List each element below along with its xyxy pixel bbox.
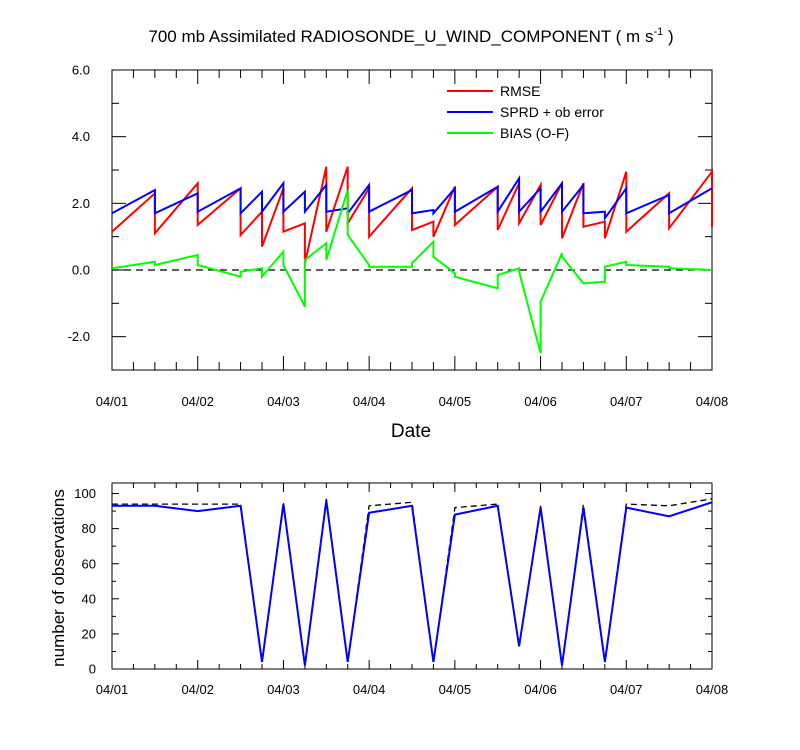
- y-tick-label: 2.0: [72, 196, 90, 211]
- x-tick-label: 04/01: [96, 682, 129, 697]
- y-tick-label: 100: [74, 486, 96, 501]
- x-tick-label: 04/08: [696, 394, 729, 409]
- x-tick-label: 04/05: [439, 394, 472, 409]
- chart-title: 700 mb Assimilated RADIOSONDE_U_WIND_COM…: [148, 26, 673, 46]
- x-tick-label: 04/03: [267, 682, 300, 697]
- y-tick-label: 0: [89, 662, 96, 677]
- x-tick-label: 04/08: [696, 682, 729, 697]
- y-tick-label: -2.0: [68, 329, 90, 344]
- series-line-bias-o-f: [111, 189, 713, 354]
- x-tick-label: 04/04: [353, 394, 386, 409]
- bottom-plot-panel: 04/01 04/02 04/03 04/04 04/05 04/06 04/07 04/08…: [74, 482, 729, 697]
- series-line-sprd-ob-error: [111, 174, 713, 222]
- x-tick-label: 04/02: [181, 394, 214, 409]
- y-tick-label: 40: [82, 591, 96, 606]
- legend-label-rmse: RMSE: [500, 83, 540, 99]
- x-tick-label: 04/07: [610, 394, 643, 409]
- x-tick-label: 04/07: [610, 682, 643, 697]
- top-plot-panel: 04/01 04/02 04/03 04/04 04/05 04/06 04/07 04/08…: [68, 63, 729, 409]
- y-axis-label-observations: number of observations: [49, 489, 68, 667]
- x-tick-label: 04/04: [353, 682, 386, 697]
- y-tick-label: 60: [82, 556, 96, 571]
- x-tick-label: 04/05: [439, 682, 472, 697]
- x-tick-label: 04/02: [181, 682, 214, 697]
- x-axis-label: Date: [391, 421, 431, 442]
- y-tick-label: 0.0: [72, 263, 90, 278]
- legend: RMSE SPRD + ob error BIAS (O-F): [447, 83, 604, 141]
- legend-label-bias: BIAS (O-F): [500, 125, 569, 141]
- y-tick-label: 6.0: [72, 63, 90, 78]
- series-line-0: [112, 498, 713, 666]
- series-line-1: [112, 500, 713, 666]
- series-line-rmse: [111, 166, 713, 264]
- legend-label-sprd: SPRD + ob error: [500, 104, 604, 120]
- y-tick-label: 80: [82, 521, 96, 536]
- y-tick-label: 4.0: [72, 129, 90, 144]
- x-tick-label: 04/01: [96, 394, 129, 409]
- y-tick-label: 20: [82, 626, 96, 641]
- x-tick-label: 04/06: [524, 682, 557, 697]
- x-tick-label: 04/03: [267, 394, 300, 409]
- x-tick-label: 04/06: [524, 394, 557, 409]
